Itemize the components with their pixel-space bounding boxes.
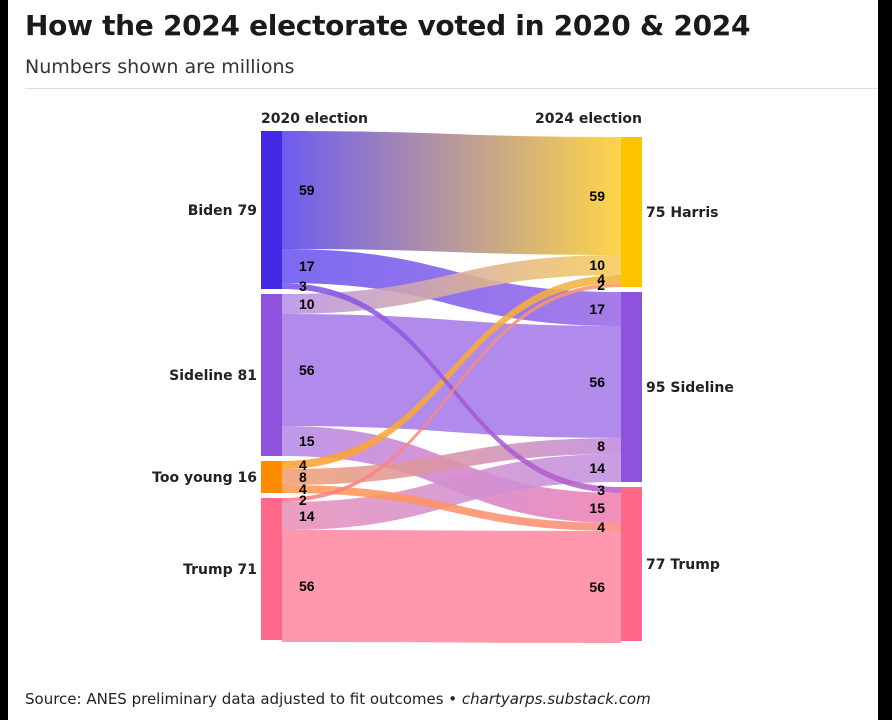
flow-trump20-to-trump24 (282, 530, 621, 643)
node-label-left-sideline20: Sideline 81 (169, 368, 257, 384)
labels-layer: Biden 79 Sideline 81 Too young 16 Trump 71 7… (152, 182, 734, 595)
flow-value-left-young-to-harris: 4 (299, 457, 307, 473)
node-right-trump24 (621, 487, 642, 641)
node-left-sideline20 (261, 294, 282, 456)
flow-value-right-sideline20-to-sideline24: 56 (589, 374, 605, 390)
nodes-layer (261, 131, 642, 641)
flow-value-right-trump20-to-sideline24: 14 (589, 460, 605, 476)
left-axis-title: 2020 election (261, 111, 368, 127)
flow-trump20-to-sideline24 (282, 454, 621, 530)
flow-value-right-trump20-to-trump24: 56 (589, 579, 605, 595)
chart-frame: How the 2024 electorate voted in 2020 & … (8, 0, 878, 720)
flow-value-right-young-to-sideline24: 8 (597, 438, 605, 454)
node-right-sideline24 (621, 292, 642, 482)
flow-value-right-young-to-harris: 4 (597, 271, 605, 287)
flow-value-right-sideline20-to-harris: 10 (589, 257, 605, 273)
flow-value-left-biden-to-harris: 59 (299, 182, 315, 198)
chart-subtitle: Numbers shown are millions (25, 56, 295, 78)
flow-value-left-sideline20-to-harris: 10 (299, 296, 315, 312)
flow-young-to-trump24 (282, 485, 621, 531)
flow-value-right-young-to-trump24: 4 (597, 519, 605, 535)
flow-value-left-trump20-to-trump24: 56 (299, 578, 315, 594)
flows-layer (282, 131, 621, 643)
source-site: chartyarps.substack.com (461, 690, 651, 708)
chart-title: How the 2024 electorate voted in 2020 & … (25, 9, 751, 42)
flow-value-left-sideline20-to-sideline24: 56 (299, 362, 315, 378)
node-left-young (261, 461, 282, 493)
flow-biden-to-harris (282, 131, 621, 255)
node-left-biden (261, 131, 282, 289)
flow-value-left-biden-to-trump24: 3 (299, 278, 307, 294)
flow-value-left-sideline20-to-trump24: 15 (299, 433, 315, 449)
flow-value-left-trump20-to-sideline24: 14 (299, 508, 315, 524)
node-label-left-young: Too young 16 (152, 470, 257, 486)
node-left-trump20 (261, 498, 282, 640)
flow-value-right-biden-to-trump24: 3 (597, 482, 605, 498)
node-right-harris (621, 137, 642, 287)
source-note: Source: ANES preliminary data adjusted t… (25, 690, 651, 708)
flow-sideline20-to-trump24 (282, 426, 621, 523)
sankey-chart: 2020 election 2024 election Biden 79 Side… (152, 111, 734, 643)
node-label-left-biden: Biden 79 (188, 203, 257, 219)
flow-value-left-trump20-to-harris: 2 (299, 492, 307, 508)
flow-value-left-biden-to-sideline24: 17 (299, 258, 315, 274)
header-divider (25, 88, 878, 89)
flow-value-left-young-to-trump24: 4 (299, 481, 307, 497)
flow-sideline20-to-harris (282, 255, 621, 314)
source-text: Source: ANES preliminary data adjusted t… (25, 690, 462, 708)
node-label-right-trump24: 77 Trump (646, 557, 720, 573)
node-label-right-sideline24: 95 Sideline (646, 380, 734, 396)
flow-value-right-biden-to-harris: 59 (589, 188, 605, 204)
flow-biden-to-trump24 (282, 283, 621, 493)
flow-young-to-sideline24 (282, 438, 621, 485)
node-label-left-trump20: Trump 71 (183, 562, 257, 578)
node-label-right-harris: 75 Harris (646, 205, 718, 221)
flow-trump20-to-harris (282, 283, 621, 502)
flow-value-left-young-to-sideline24: 8 (299, 469, 307, 485)
flow-value-right-sideline20-to-trump24: 15 (589, 500, 605, 516)
flow-value-right-trump20-to-harris: 2 (597, 277, 605, 293)
flow-value-right-biden-to-sideline24: 17 (589, 301, 605, 317)
right-axis-title: 2024 election (535, 111, 642, 127)
flow-young-to-harris (282, 275, 621, 469)
